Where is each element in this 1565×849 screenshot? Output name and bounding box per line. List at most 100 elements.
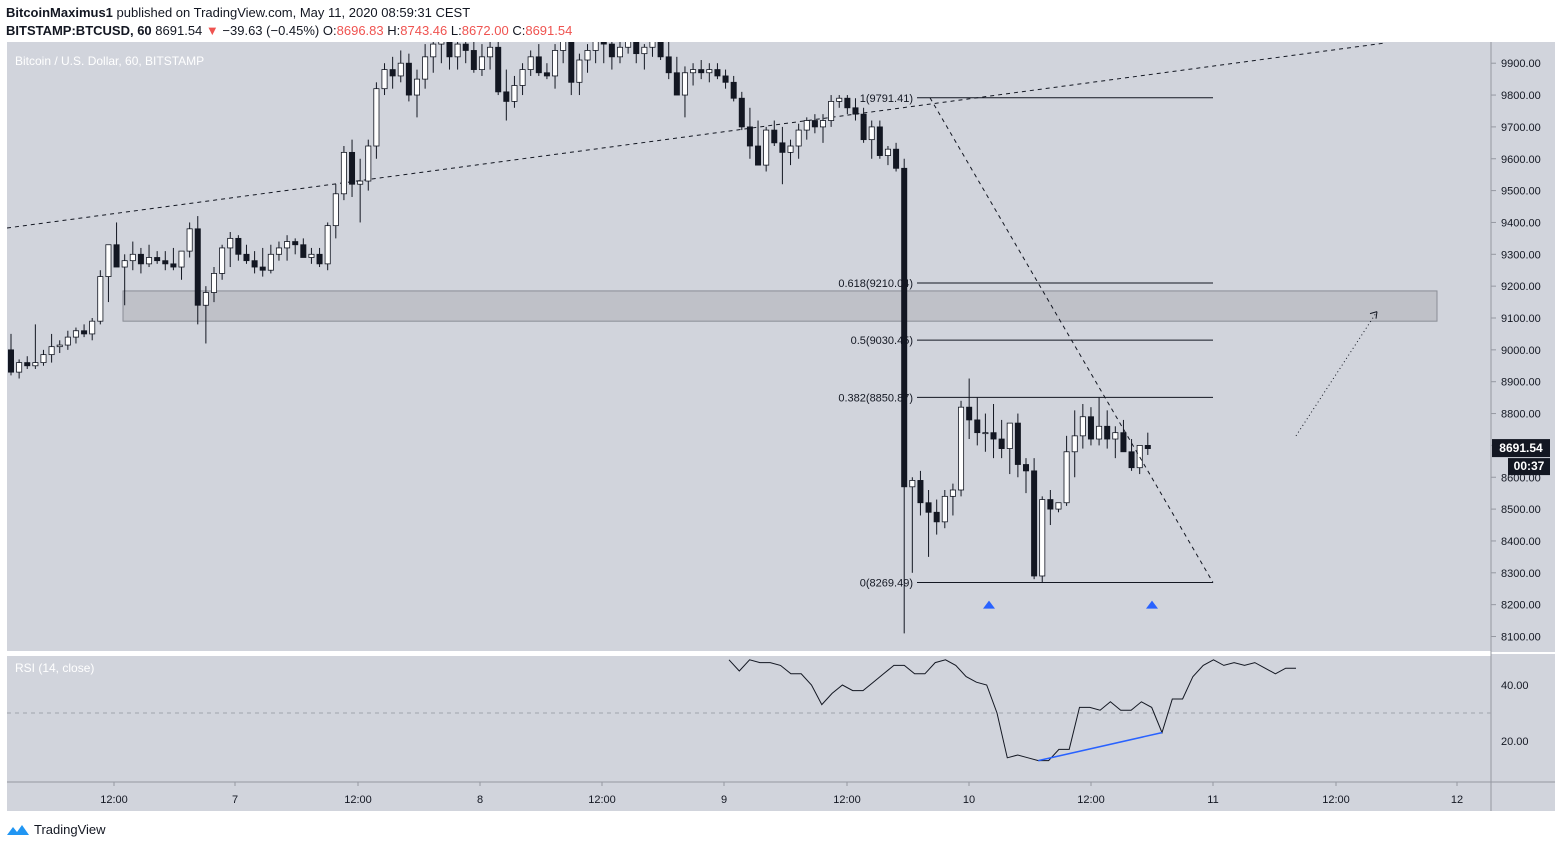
candle-body xyxy=(884,148,891,156)
candle-body xyxy=(722,75,729,83)
candle-body xyxy=(1006,422,1013,449)
candle-body xyxy=(1031,470,1038,577)
fib-level-label: 0.382(8850.87) xyxy=(838,392,913,404)
time-tick-label: 12:00 xyxy=(588,794,616,806)
price-tick-label: 9100.00 xyxy=(1501,313,1541,325)
time-tick-label: 12 xyxy=(1451,794,1463,806)
down-arrow-icon: ▼ xyxy=(205,23,219,38)
price-tick-label: 9600.00 xyxy=(1501,154,1541,166)
candle-body xyxy=(1071,435,1078,453)
candle-body xyxy=(1014,422,1021,465)
candle-body xyxy=(917,480,924,504)
candle-body xyxy=(478,56,485,70)
open-value: 8696.83 xyxy=(336,23,384,38)
candle-body xyxy=(1055,502,1062,510)
candle-body xyxy=(625,42,632,48)
candle-body xyxy=(584,50,591,61)
candle-body xyxy=(251,260,258,268)
time-tick-label: 12:00 xyxy=(100,794,128,806)
candle-body xyxy=(462,43,469,51)
fib-diagonal xyxy=(929,97,1214,583)
rsi-title: RSI (14, close) xyxy=(15,661,94,675)
candle-body xyxy=(454,43,461,58)
candle-body xyxy=(868,126,875,141)
time-axis-bg xyxy=(7,782,1555,811)
candle-body xyxy=(1112,432,1119,440)
candle-body xyxy=(795,129,802,147)
candle-body xyxy=(763,129,770,166)
candle-body xyxy=(397,62,404,77)
time-tick-label: 11 xyxy=(1207,794,1218,806)
fib-level-label: 0(8269.49) xyxy=(860,578,913,590)
candle-body xyxy=(1120,432,1127,453)
time-tick-label: 8 xyxy=(477,794,483,806)
candle-body xyxy=(568,42,575,83)
candle-body xyxy=(413,78,420,96)
close-value: 8691.54 xyxy=(525,23,573,38)
price-tick-label: 8300.00 xyxy=(1501,568,1541,580)
candle-body xyxy=(933,511,940,523)
candle-body xyxy=(154,257,161,262)
candle-body xyxy=(576,59,583,83)
candle-body xyxy=(308,253,315,258)
candle-body xyxy=(202,292,209,306)
candle-body xyxy=(146,257,153,265)
candle-body xyxy=(113,244,120,268)
candle-body xyxy=(487,46,494,58)
candle-body xyxy=(340,151,347,195)
candle-body xyxy=(803,120,810,131)
tradingview-logo[interactable]: TradingView xyxy=(6,822,106,837)
candle-body xyxy=(1136,444,1143,469)
up-arrow-icon xyxy=(983,600,995,609)
rsi-plot xyxy=(728,659,1296,762)
author-name[interactable]: BitcoinMaximus1 xyxy=(6,5,113,20)
countdown-badge xyxy=(1508,458,1550,476)
price-tick-label: 9400.00 xyxy=(1501,217,1541,229)
time-tick-label: 7 xyxy=(232,794,238,806)
tradingview-logo-icon xyxy=(7,824,29,835)
candle-body xyxy=(162,260,169,265)
price-tick-label: 9900.00 xyxy=(1501,58,1541,70)
candle-body xyxy=(438,42,445,45)
candle-body xyxy=(97,276,104,322)
time-tick-label: 12:00 xyxy=(1322,794,1350,806)
time-tick-label: 12:00 xyxy=(344,794,372,806)
candle-body xyxy=(1047,499,1054,510)
rsi-divergence-line xyxy=(1038,731,1163,762)
candle-body xyxy=(958,406,965,491)
rsi-tick-label: 20.00 xyxy=(1501,736,1529,748)
candle-body xyxy=(495,46,502,93)
price-tick-label: 8100.00 xyxy=(1501,632,1541,644)
candle-body xyxy=(72,330,79,338)
last-price-badge xyxy=(1492,439,1550,458)
candle-body xyxy=(56,344,63,348)
close-label: C: xyxy=(512,23,526,38)
candle-body xyxy=(267,253,274,271)
candle-body xyxy=(755,145,762,166)
price-tick-label: 8600.00 xyxy=(1501,472,1541,484)
candle-body xyxy=(552,50,559,77)
candle-body xyxy=(698,69,705,74)
candle-body xyxy=(876,126,883,156)
chart-header: BitcoinMaximus1 published on TradingView… xyxy=(6,4,572,40)
candle-body xyxy=(990,432,997,440)
publish-info: published on TradingView.com, May 11, 20… xyxy=(112,5,471,20)
candle-body xyxy=(1096,425,1103,440)
candle-body xyxy=(730,81,737,99)
low-value: 8672.00 xyxy=(461,23,509,38)
candle-body xyxy=(600,42,607,45)
candle-body xyxy=(560,42,567,51)
candle-body xyxy=(706,69,713,74)
price-tick-label: 8400.00 xyxy=(1501,536,1541,548)
candle-body xyxy=(901,167,908,488)
price-tick-label: 9700.00 xyxy=(1501,122,1541,134)
fib-level-label: 1(9791.41) xyxy=(860,93,913,105)
candle-body xyxy=(811,120,818,128)
candle-body xyxy=(259,266,266,271)
candle-body xyxy=(194,228,201,306)
candle-body xyxy=(32,362,39,367)
last-price: 8691.54 xyxy=(155,23,203,38)
candle-body xyxy=(511,85,518,102)
candle-body xyxy=(324,225,331,265)
